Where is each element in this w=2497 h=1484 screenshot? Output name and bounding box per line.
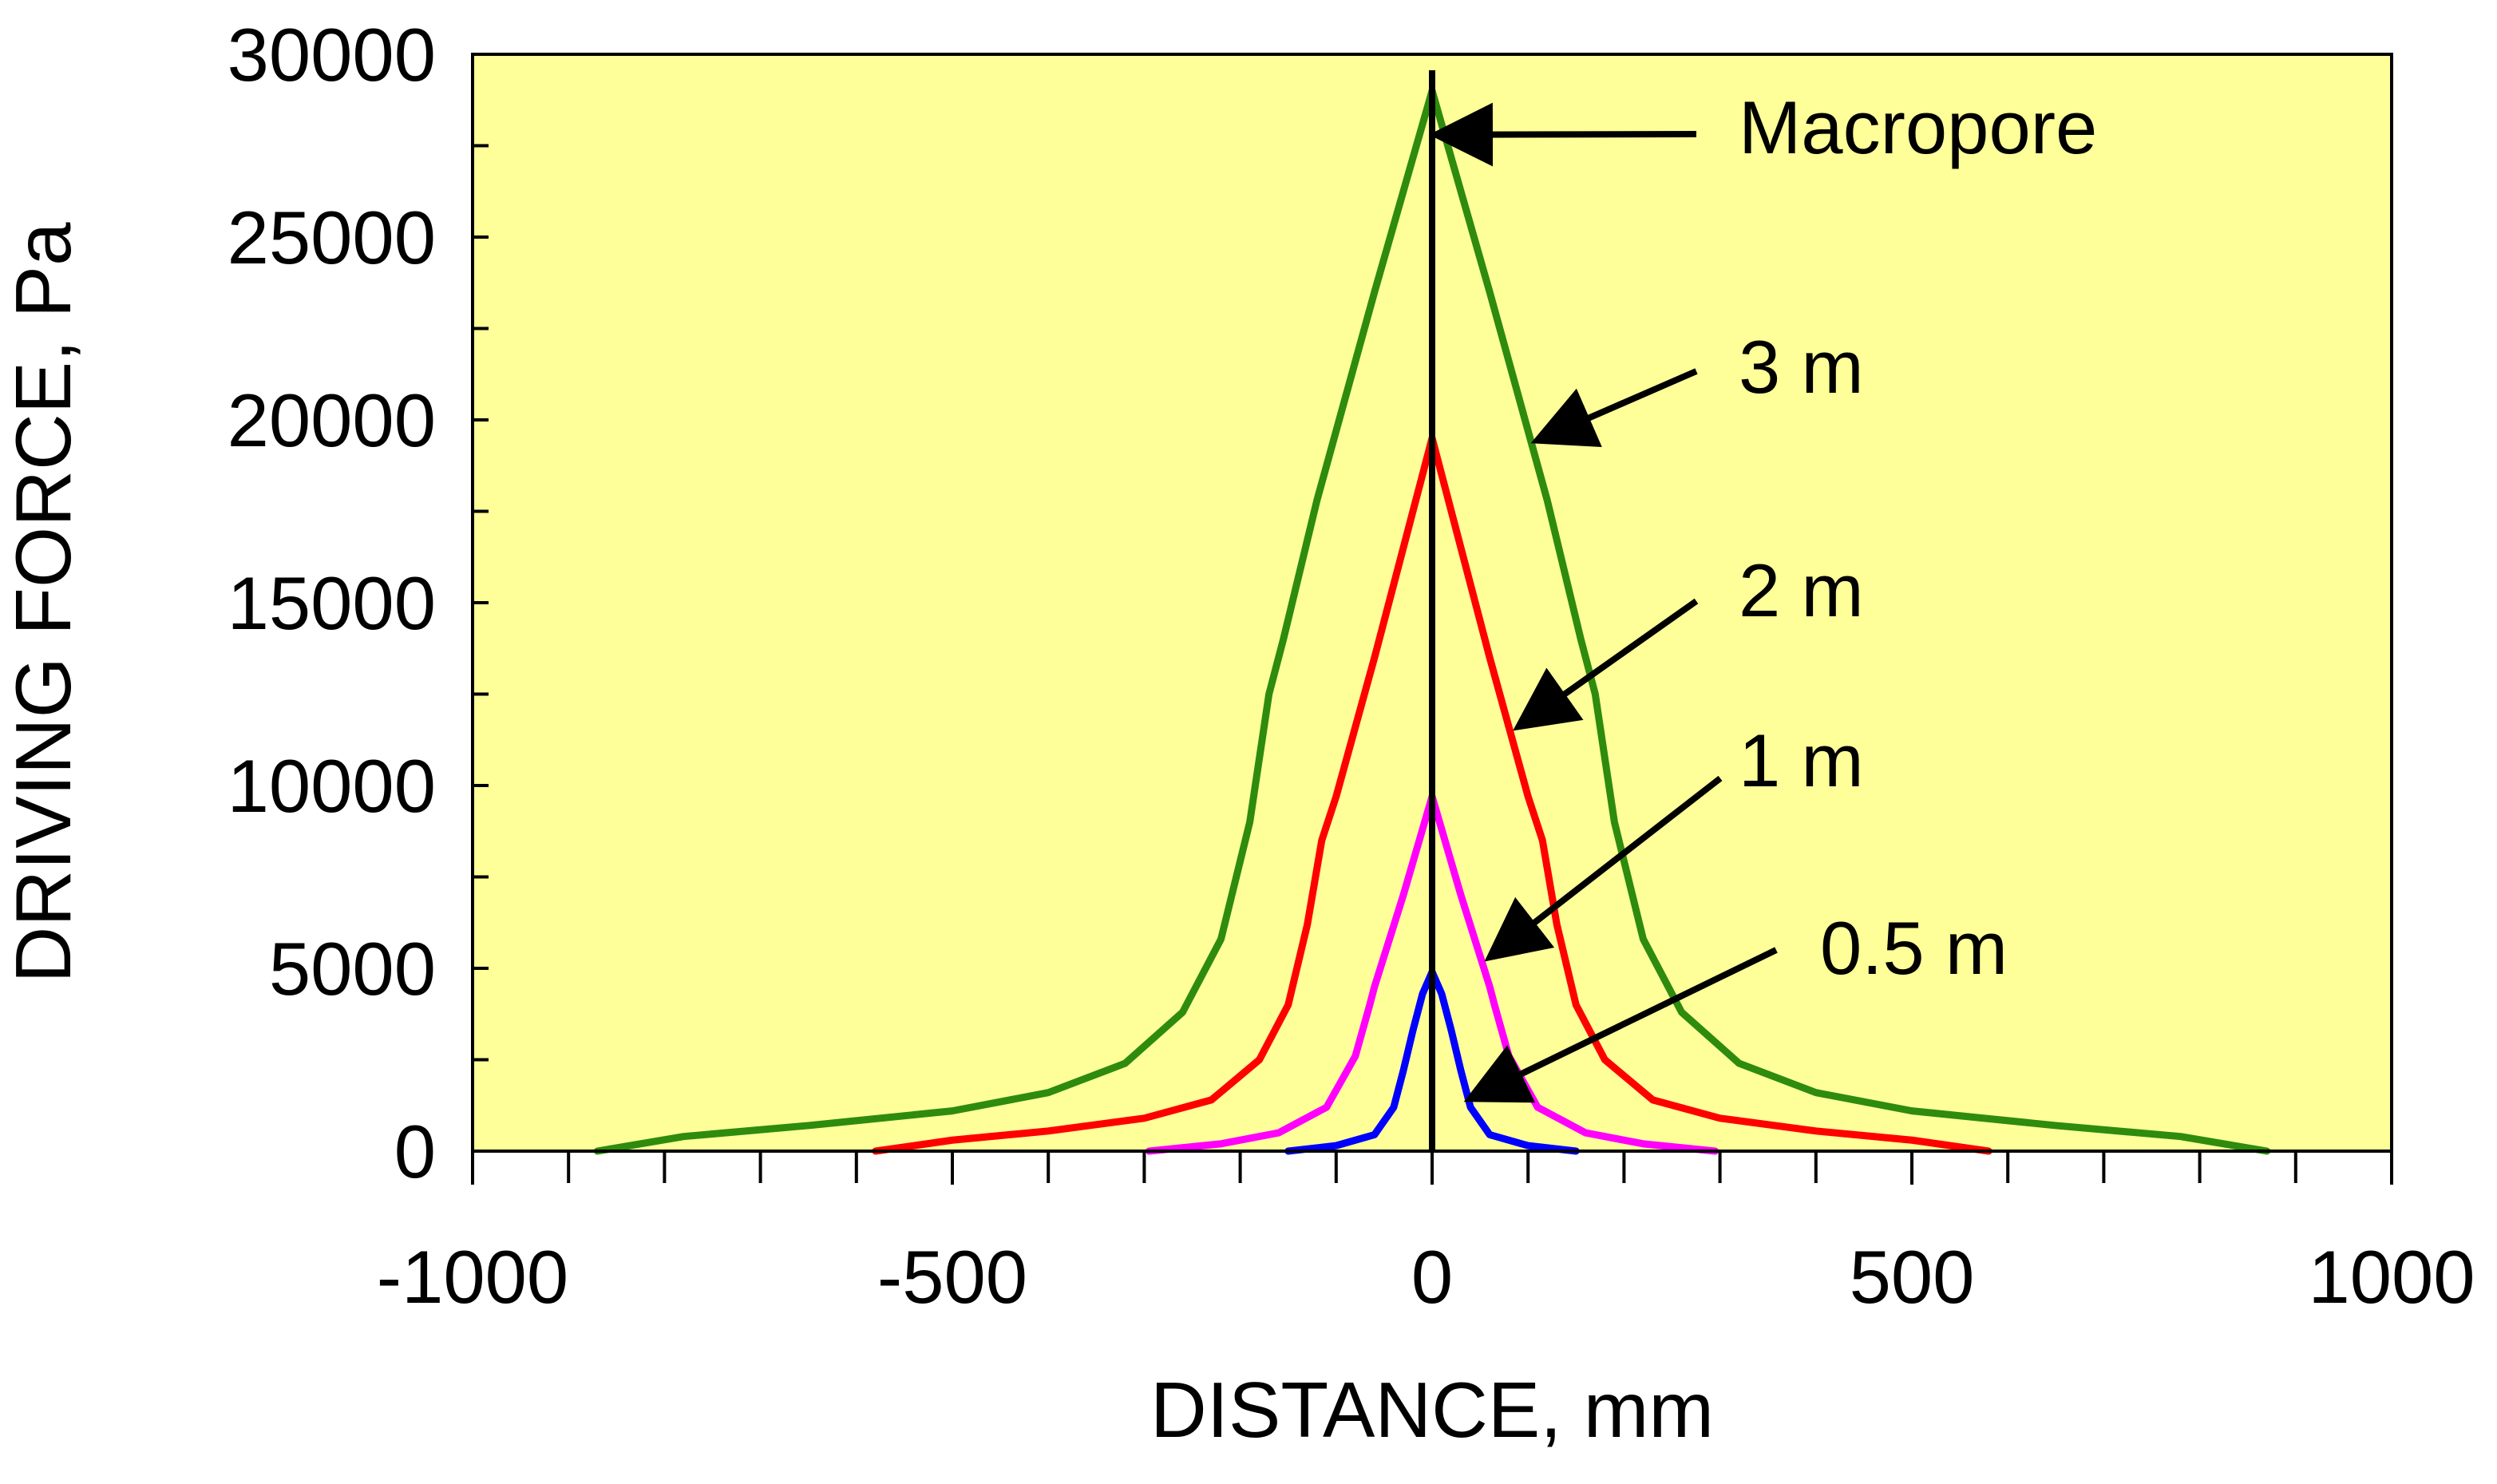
annotation-arrow-2-m xyxy=(1513,598,1699,731)
annotation-arrow-1-m xyxy=(1484,775,1723,962)
annotation-label-0-5-m: 0.5 m xyxy=(1820,906,2008,990)
y-axis: 0 5000 10000 15000 20000 25000 30000 xyxy=(228,13,489,1193)
y-tick-label: 0 xyxy=(394,1110,436,1193)
y-tick-label: 25000 xyxy=(228,196,436,279)
y-tick-label: 5000 xyxy=(269,927,436,1011)
x-tick-label: 500 xyxy=(1850,1235,1975,1319)
annotation-arrow-3-m xyxy=(1530,368,1698,448)
annotation-label-3-m: 3 m xyxy=(1739,325,1864,409)
annotation-label-macropore: Macropore xyxy=(1739,85,2097,169)
y-tick-label: 30000 xyxy=(228,13,436,97)
annotation-label-1-m: 1 m xyxy=(1739,718,1864,802)
x-axis-title: DISTANCE, mm xyxy=(1150,1366,1714,1454)
y-tick-label: 15000 xyxy=(228,561,436,645)
x-tick-label: -1000 xyxy=(377,1235,568,1319)
annotation-arrow-0-5-m xyxy=(1463,947,1778,1103)
x-tick-label: 1000 xyxy=(2308,1235,2475,1319)
x-axis: -1000 -500 0 500 1000 xyxy=(377,1151,2475,1319)
annotation-label-2-m: 2 m xyxy=(1739,548,1864,632)
y-tick-label: 20000 xyxy=(228,378,436,462)
annotation-arrow-macropore xyxy=(1429,102,1697,167)
annotations: Macropore 3 m 2 m 1 m 0.5 m xyxy=(1429,85,2097,1103)
x-tick-label: -500 xyxy=(877,1235,1027,1319)
x-tick-label: 0 xyxy=(1411,1235,1453,1319)
y-tick-label: 10000 xyxy=(228,744,436,828)
y-axis-title: DRIVING FORCE, Pa xyxy=(0,222,87,983)
